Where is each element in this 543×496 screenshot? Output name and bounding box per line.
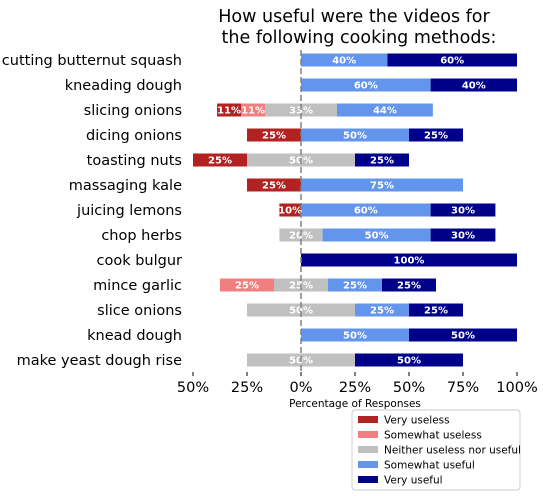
x-tick-label: 25% [231,380,263,396]
bar-segment [322,228,431,242]
x-tick-label: 100% [496,380,537,396]
category-label: slicing onions [84,103,182,119]
chart-title-line-2: the following cooking methods: [222,28,497,48]
bar-segment [301,178,463,192]
bar-segment [301,253,517,267]
bar-value-label: 50% [397,356,421,367]
bar-value-label: 50% [365,231,389,242]
bar-value-label: 25% [262,181,286,192]
bar-segment [430,203,496,217]
x-axis: 50% 25% 0% 25% 50% 75% 100% [177,50,538,396]
category-label: cook bulgur [97,253,183,269]
bar-segment [355,353,463,367]
bar-value-label: 60% [354,81,378,92]
bar-value-label: 50% [451,331,475,342]
category-label: mince garlic [93,278,182,294]
bar-segment [430,78,517,92]
category-label: chop herbs [101,228,182,244]
bar-segment [217,103,242,117]
legend-swatch [358,431,378,438]
category-label: juicing lemons [76,203,182,219]
bar-value-label: 25% [424,131,448,142]
category-label: knead dough [87,328,182,344]
bar-segment [301,128,409,142]
bar-value-label: 25% [262,131,286,142]
bar-value-label: 11% [217,106,241,117]
x-tick-label: 50% [393,380,425,396]
bar-value-label: 25% [370,156,394,167]
bar-value-label: 11% [241,106,265,117]
bar-segment [193,153,247,167]
legend-entry-label: Somewhat useless [384,430,482,442]
bar-segment [382,278,436,292]
bar-value-label: 10% [278,206,302,217]
bar-segment [430,228,496,242]
bar-segment [247,128,301,142]
bar-segment [241,103,266,117]
x-tick-label: 75% [447,380,479,396]
bar-segment [301,78,431,92]
bar-segment [247,178,301,192]
legend-entry-label: Somewhat useful [384,460,475,472]
bar-value-label: 40% [462,81,486,92]
legend-entry-label: Neither useless nor useful [384,445,521,457]
chart-title: How useful were the videos for the follo… [218,7,496,48]
bar-segment [247,303,355,317]
bar-segment [301,328,409,342]
legend-entry-label: Very useless [384,415,450,427]
bar-segment [301,53,388,67]
bar-value-label: 25% [235,281,259,292]
bar-value-label: 60% [354,206,378,217]
legend: Very useless Somewhat useless Neither usel… [351,409,521,491]
bar-value-label: 30% [451,206,475,217]
chart-title-line-1: How useful were the videos for [218,7,490,27]
bar-segment [328,278,382,292]
x-axis-label: Percentage of Responses [289,398,421,410]
bar-segment [409,303,463,317]
legend-swatch [358,416,378,423]
bar-value-label: 75% [370,181,394,192]
x-tick-label: 0% [289,380,312,396]
bar-value-label: 50% [343,331,367,342]
bar-value-label: 25% [343,281,367,292]
bars-group [193,53,517,367]
bar-segment [387,53,517,67]
bar-value-label: 44% [373,106,397,117]
legend-swatch [358,461,378,468]
bar-segment [409,128,463,142]
legend-swatch [358,476,378,483]
bar-value-label: 25% [397,281,421,292]
legend-swatch [358,446,378,453]
bar-segment [409,328,517,342]
bar-segment [279,203,301,217]
legend-entry-label: Very useful [384,475,443,487]
category-label: toasting nuts [87,153,182,169]
x-tick-label: 50% [177,380,209,396]
category-label: kneading dough [65,78,182,94]
bar-value-label: 40% [332,56,356,67]
bar-value-label: 33% [289,106,313,117]
category-label: massaging kale [69,178,182,194]
category-label: make yeast dough rise [17,353,182,369]
bar-value-label: 30% [451,231,475,242]
category-label: slice onions [97,303,182,319]
bar-value-label: 25% [370,306,394,317]
category-label: cutting butternut squash [2,53,182,69]
bar-segment [355,303,409,317]
category-labels-group: cutting butternut squash kneading dough sl… [2,53,182,369]
bar-segment [336,103,433,117]
x-tick-label: 25% [339,380,371,396]
bar-segment [355,153,409,167]
bar-value-label: 100% [394,256,425,267]
category-label: dicing onions [86,128,182,144]
bar-value-label: 60% [440,56,464,67]
bar-value-label: 50% [343,131,367,142]
bar-value-label: 25% [208,156,232,167]
bar-segment [301,203,431,217]
bar-segment [220,278,274,292]
bar-value-label: 25% [424,306,448,317]
legend-frame [351,409,521,491]
